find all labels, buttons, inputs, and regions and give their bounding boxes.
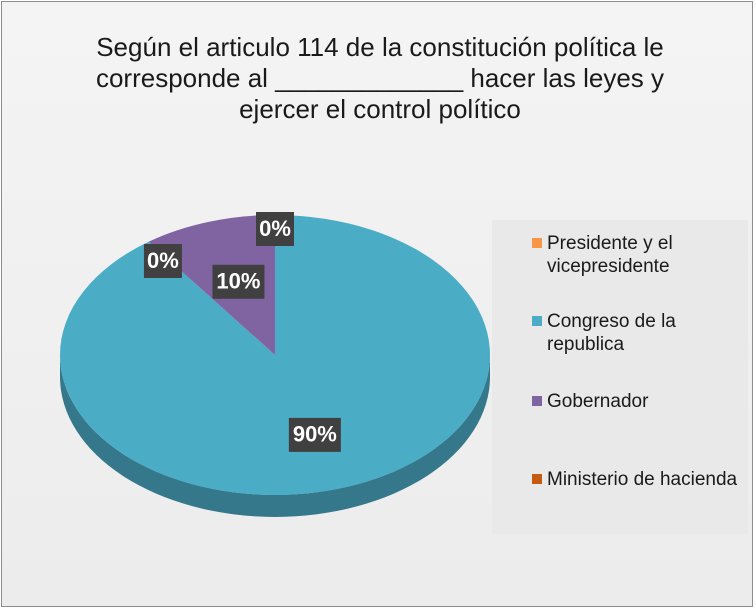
legend-swatch (532, 238, 542, 248)
legend-swatch (532, 316, 542, 326)
legend-item: Presidente y el vicepresidente (530, 232, 747, 278)
data-label: 90% (293, 422, 337, 447)
data-label-box (256, 212, 294, 246)
legend-swatch (532, 474, 542, 484)
legend-label: Gobernador (547, 391, 649, 412)
legend-swatch (532, 396, 542, 406)
data-label: 10% (216, 269, 260, 294)
legend: Presidente y el vicepresidente Congreso d… (492, 220, 748, 534)
legend-label: Congreso de la republica (547, 311, 676, 355)
legend-item: Gobernador (530, 390, 747, 413)
legend-label: Presidente y el vicepresidente (547, 233, 673, 277)
data-label-box (288, 417, 341, 452)
legend-label: Ministerio de hacienda (547, 469, 738, 490)
chart-title: Según el articulo 114 de la constitución… (95, 32, 665, 124)
legend-item: Congreso de la republica (530, 310, 747, 356)
pie-slice (60, 215, 491, 495)
data-label-box (143, 243, 182, 278)
slice-side (60, 355, 490, 517)
data-label-box (212, 264, 265, 299)
data-label: 0% (259, 216, 291, 241)
data-label: 0% (147, 248, 179, 273)
legend-item: Ministerio de hacienda (530, 468, 747, 491)
